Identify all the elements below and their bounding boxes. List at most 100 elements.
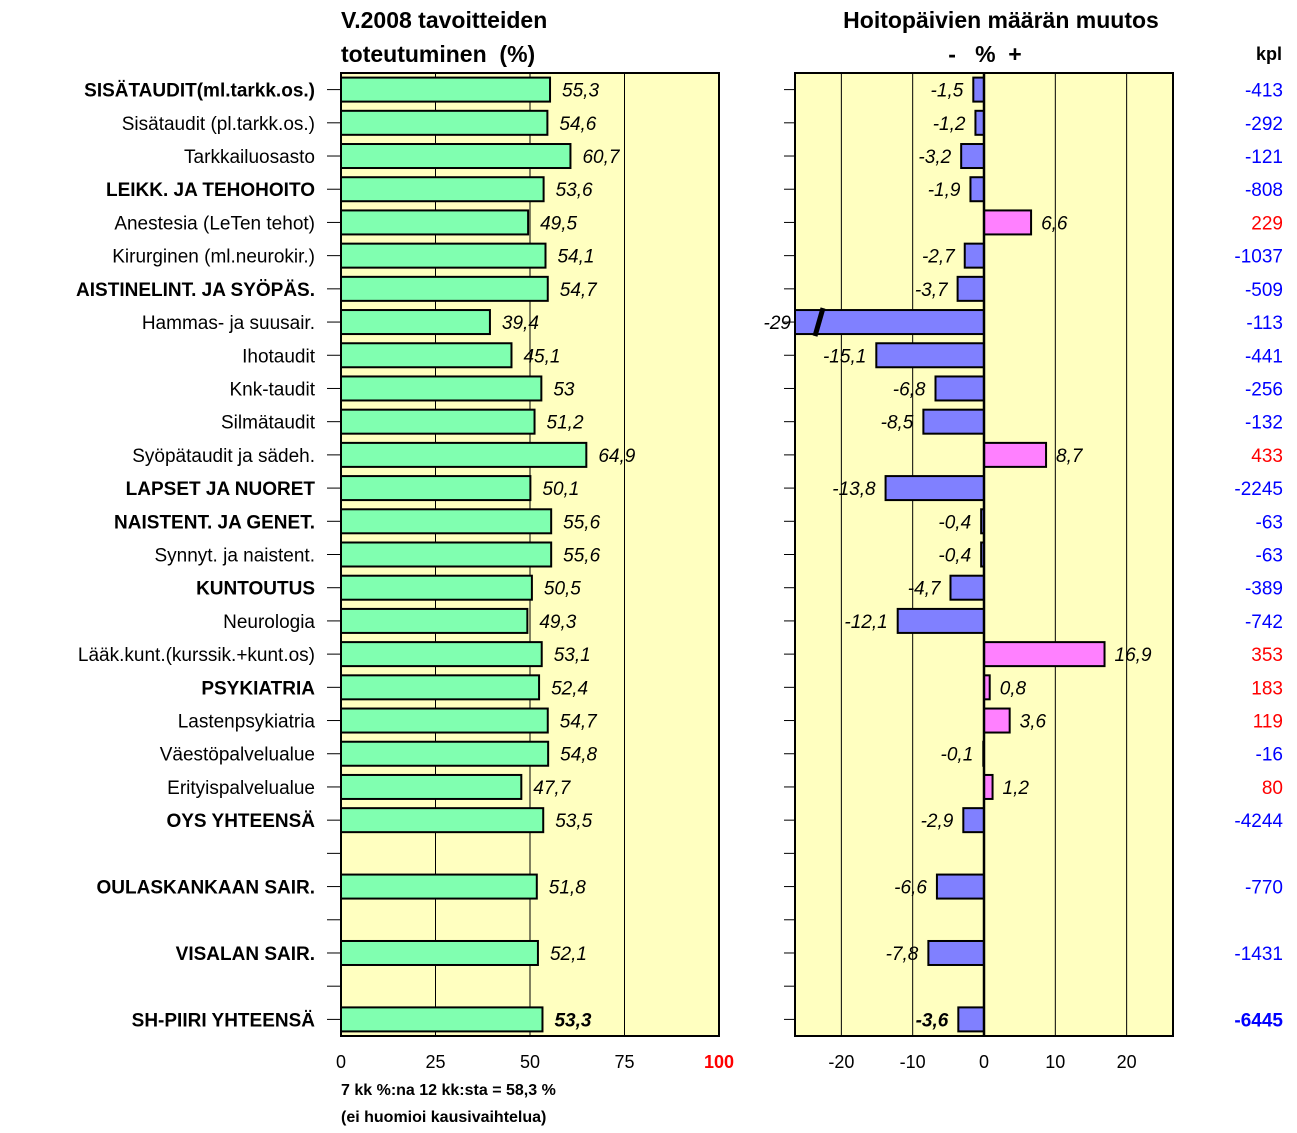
kpl-value: -113 (1246, 313, 1283, 334)
change-bar-label: -6,8 (893, 379, 926, 400)
kpl-value: -742 (1245, 612, 1283, 633)
percent-bar (340, 342, 513, 369)
percent-bar (340, 1006, 544, 1033)
increase-bar (983, 707, 1011, 734)
left-bars: 55,3 54,6 60,7 53,6 49,5 54,1 54,7 39,4 45,1 53 51… (340, 76, 636, 1033)
percent-bar (340, 508, 553, 535)
kpl-value: -63 (1256, 546, 1283, 567)
decrease-bar (935, 873, 985, 900)
change-bar-label: 0,8 (1000, 678, 1027, 699)
change-bar-label: -15,1 (823, 346, 866, 367)
right-x-tick-label: 10 (1045, 1052, 1065, 1072)
kpl-value: -16 (1256, 745, 1283, 766)
percent-bar-label: 52,1 (550, 944, 587, 965)
percent-bar-label: 51,2 (547, 413, 584, 434)
percent-bar (340, 641, 543, 668)
category-label: Väestöpalvelualue (160, 745, 315, 766)
change-bar-label: -1,5 (931, 81, 964, 102)
percent-bar-label: 53,5 (555, 811, 592, 832)
percent-bar-label: 54,7 (560, 712, 598, 733)
category-label: SISÄTAUDIT(ml.tarkk.os.) (84, 81, 315, 102)
decrease-bar (896, 607, 986, 634)
decrease-bar (962, 807, 985, 834)
change-bar-label: -3,7 (915, 280, 949, 301)
change-bar-label: 16,9 (1115, 645, 1152, 666)
percent-bar-label: 47,7 (533, 778, 571, 799)
percent-bar-label: 60,7 (582, 147, 620, 168)
percent-bar (340, 740, 550, 767)
change-bar-label: 6,6 (1041, 213, 1068, 234)
decrease-bar (927, 939, 985, 966)
kpl-value: 119 (1253, 712, 1283, 733)
left-x-tick-label: 100 (704, 1052, 734, 1072)
change-bar-label: -3,2 (918, 147, 951, 168)
kpl-value: -770 (1245, 878, 1283, 899)
decrease-bar (949, 574, 986, 601)
left-x-tick-label: 25 (425, 1052, 445, 1072)
right-x-tick-label: -10 (900, 1052, 926, 1072)
right-x-tick-label: 0 (979, 1052, 989, 1072)
percent-bar-label: 49,5 (540, 213, 577, 234)
kpl-values: -413 -292 -121 -808 229 -1037 -509 -113 -441 -256… (1234, 81, 1283, 1032)
category-label: SH-PIIRI YHTEENSÄ (132, 1010, 316, 1031)
change-bar-label: -4,7 (908, 579, 942, 600)
percent-bar-label: 39,4 (502, 313, 539, 334)
kpl-value: -441 (1245, 346, 1283, 367)
percent-bar (340, 674, 541, 701)
percent-bar-label: 54,1 (557, 247, 594, 268)
right-x-axis: -20 -10 0 10 20 (828, 1052, 1136, 1072)
percent-bar (340, 242, 547, 269)
kpl-value: -509 (1245, 280, 1283, 301)
change-bar-label: 8,7 (1056, 446, 1084, 467)
percent-bar-label: 51,8 (549, 878, 586, 899)
kpl-value: 183 (1251, 678, 1283, 699)
left-chart-title-line2: toteutuminen (%) (341, 41, 535, 67)
percent-bar-label: 54,6 (559, 114, 596, 135)
category-label: PSYKIATRIA (201, 678, 315, 699)
change-bar-label: -3,6 (916, 1010, 949, 1031)
kpl-value: -413 (1245, 81, 1283, 102)
percent-bar (340, 176, 545, 203)
left-x-tick-label: 0 (336, 1052, 346, 1072)
kpl-value: 229 (1251, 213, 1283, 234)
percent-bar (340, 873, 538, 900)
category-label: OULASKANKAAN SAIR. (97, 878, 316, 899)
kpl-value: -292 (1245, 114, 1283, 135)
right-x-tick-label: -20 (828, 1052, 854, 1072)
category-labels: SISÄTAUDIT(ml.tarkk.os.) Sisätaudit (pl.t… (76, 81, 316, 1032)
category-label: Ihotaudit (242, 346, 316, 367)
decrease-bar (884, 475, 985, 502)
kpl-value: 433 (1251, 446, 1283, 467)
percent-bar (340, 109, 549, 136)
change-bar-label: -0,4 (938, 546, 971, 567)
percent-bar-label: 45,1 (523, 346, 560, 367)
decrease-bar (974, 109, 986, 136)
kpl-value: -256 (1245, 379, 1283, 400)
category-label: Lastenpsykiatria (178, 712, 316, 733)
category-label: LEIKK. JA TEHOHOITO (106, 180, 315, 201)
category-label: Silmätaudit (221, 413, 316, 434)
increase-bar (983, 773, 994, 800)
change-bar-label: 1,2 (1003, 778, 1030, 799)
decrease-bar (934, 375, 986, 402)
change-bar-label: -0,4 (938, 512, 971, 533)
category-label: Erityispalvelualue (167, 778, 315, 799)
kpl-value: -1037 (1234, 247, 1283, 268)
decrease-bar (957, 1006, 985, 1033)
category-label: Neurologia (223, 612, 315, 633)
percent-bar (340, 541, 553, 568)
footnote-line2: (ei huomioi kausivaihtelua) (341, 1109, 546, 1126)
increase-bar (983, 209, 1033, 236)
category-label: NAISTENT. JA GENET. (114, 512, 315, 533)
axis-break-mark (812, 307, 826, 337)
category-label: Sisätaudit (pl.tarkk.os.) (122, 114, 315, 135)
change-bar-label: -2,7 (922, 247, 956, 268)
percent-bar (340, 607, 529, 634)
change-bar-label: -13,8 (832, 479, 876, 500)
kpl-value: 80 (1262, 778, 1283, 799)
kpl-value: -4244 (1234, 811, 1283, 832)
percent-bar (340, 76, 552, 103)
category-label: Syöpätaudit ja sädeh. (132, 446, 315, 467)
percent-bar (340, 408, 536, 435)
